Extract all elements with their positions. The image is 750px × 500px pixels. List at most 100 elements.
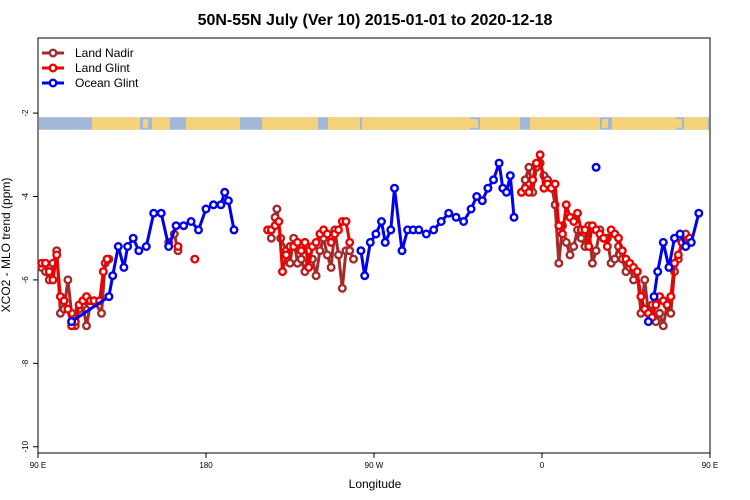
- series-2-point-0-7: [134, 246, 144, 256]
- series-1-point-3-22: [345, 237, 355, 247]
- y-tick-label-4: -10: [21, 440, 30, 452]
- series-1-point-0-4: [52, 250, 62, 260]
- map-land-0: [92, 117, 140, 130]
- series-1-point-0-1: [41, 258, 51, 268]
- series-1: [37, 150, 695, 331]
- series-2-point-1-2: [365, 237, 375, 247]
- series-1-point-4-11: [558, 229, 568, 239]
- series-2-point-1-16: [451, 212, 461, 222]
- map-land-8: [612, 117, 676, 130]
- series-2-point-1-17: [459, 216, 469, 226]
- series-2-point-4-7: [686, 237, 696, 247]
- series-0-point-3-10: [554, 258, 564, 268]
- series-1-point-4-18: [584, 241, 594, 251]
- series-0-point-3-33: [640, 275, 650, 285]
- series-0-point-2-2: [272, 204, 282, 214]
- series-0-point-2-15: [322, 250, 332, 260]
- series-1-point-0-2: [44, 267, 54, 277]
- series-2-point-1-4: [377, 216, 387, 226]
- series-2-point-1-19: [472, 191, 482, 201]
- series-1-point-0-16: [98, 267, 108, 277]
- series-1-point-4-27: [617, 246, 627, 256]
- y-tick-label-1: -4: [21, 192, 30, 200]
- series-2-point-1-15: [444, 208, 454, 218]
- map-land-3: [262, 117, 318, 130]
- series-1-point-4-5: [535, 150, 545, 160]
- series-1-point-0-6: [59, 296, 69, 306]
- series-2-point-1-27: [509, 212, 519, 222]
- x-tick-label-3: 0: [540, 461, 545, 470]
- series-0-point-2-0: [266, 233, 276, 243]
- series-2-point-1-22: [489, 175, 499, 185]
- series-0-point-3-40: [666, 308, 676, 318]
- series-2-point-0-12: [171, 221, 181, 231]
- series-2-point-0-8: [141, 241, 151, 251]
- series-2-point-1-7: [390, 183, 400, 193]
- x-tick-label-2: 90 W: [365, 461, 384, 470]
- series-1-point-3-13: [311, 237, 321, 247]
- series-2-point-1-12: [421, 229, 431, 239]
- series-1-point-4-22: [599, 233, 609, 243]
- series-1-point-3-21: [341, 216, 351, 226]
- series-1-point-0-17: [102, 254, 112, 264]
- series-1-point-4-26: [614, 233, 624, 243]
- series-1-point-4-31: [632, 267, 642, 277]
- map-island-2: [470, 119, 478, 128]
- series-2-point-0-17: [208, 200, 218, 210]
- series-0-point-2-18: [334, 250, 344, 260]
- map-strip: [39, 117, 709, 130]
- series-1-point-3-19: [334, 225, 344, 235]
- series-1-point-0-3: [48, 275, 58, 285]
- series-2-point-0-0: [67, 317, 77, 327]
- series-0-point-2-13: [315, 246, 325, 256]
- series-2-line-1: [359, 161, 516, 278]
- series-0-point-3-1: [520, 175, 530, 185]
- series-2-point-0-10: [156, 208, 166, 218]
- series-layer: [37, 150, 704, 331]
- series-2-point-1-14: [436, 216, 446, 226]
- series-1-point-4-32: [636, 292, 646, 302]
- series-2-point-0-21: [229, 225, 239, 235]
- series-1-point-3-5: [281, 250, 291, 260]
- series-0-point-2-22: [349, 254, 359, 264]
- series-0-point-3-37: [655, 308, 665, 318]
- series-2-point-1-20: [477, 196, 487, 206]
- map-land-5: [362, 117, 470, 130]
- series-2-point-4-5: [675, 229, 685, 239]
- map-land-1: [152, 117, 170, 130]
- map-island-1: [330, 119, 336, 128]
- legend-label-2: Ocean Glint: [75, 76, 139, 90]
- legend-marker-2: [48, 78, 58, 88]
- series-2-point-0-5: [123, 241, 133, 251]
- series-1-point-4-9: [550, 179, 560, 189]
- y-tick-label-3: -8: [21, 359, 30, 367]
- series-1-point-3-11: [304, 262, 314, 272]
- x-tick-label-4: 90 E: [702, 461, 718, 470]
- series-2-point-0-14: [186, 216, 196, 226]
- series-1-point-4-3: [528, 175, 538, 185]
- y-axis-label: XCO2 - MLO trend (ppm): [0, 178, 13, 313]
- series-2-point-1-8: [397, 246, 407, 256]
- series-0-point-2-16: [326, 262, 336, 272]
- series-2-point-0-2: [108, 271, 118, 281]
- series-1-point-4-4: [531, 158, 541, 168]
- series-2-point-4-1: [653, 267, 663, 277]
- series-1-point-4-14: [569, 216, 579, 226]
- series-2-point-4-0: [649, 292, 659, 302]
- series-0-point-2-5: [285, 258, 295, 268]
- series-2-point-0-20: [223, 196, 233, 206]
- series-1-point-2-0: [190, 254, 200, 264]
- series-2-point-1-23: [494, 158, 504, 168]
- series-2-point-1-5: [380, 237, 390, 247]
- series-2-point-1-0: [356, 246, 366, 256]
- series-2-point-1-3: [371, 229, 381, 239]
- series-0-point-2-19: [337, 283, 347, 293]
- series-0-point-3-19: [587, 258, 597, 268]
- series-0-point-3-30: [629, 275, 639, 285]
- series-2-point-0-11: [164, 241, 174, 251]
- series-0-point-3-2: [524, 162, 534, 172]
- series-2-point-4-3: [664, 262, 674, 272]
- series-0-point-3-38: [658, 321, 668, 331]
